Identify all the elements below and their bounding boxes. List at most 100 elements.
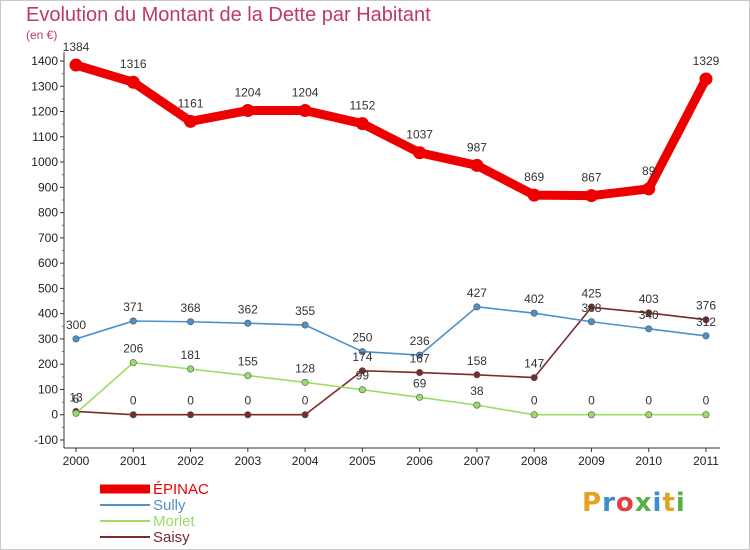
series-line-saisy bbox=[75, 306, 707, 416]
x-tick-label: 2010 bbox=[635, 454, 662, 468]
y-tick-label: 600 bbox=[38, 256, 58, 270]
y-tick-label: 700 bbox=[38, 231, 58, 245]
y-tick-label: 1200 bbox=[31, 105, 58, 119]
data-point bbox=[244, 411, 252, 419]
data-point bbox=[72, 335, 80, 343]
data-labels-layer: 1384 1316 1161 1204 1204 1152 1037 987 869 867 89 1… bbox=[63, 40, 720, 408]
data-label: 312 bbox=[696, 315, 716, 329]
data-point bbox=[530, 309, 538, 317]
data-point bbox=[530, 411, 538, 419]
legend-label: Morlet bbox=[153, 513, 196, 530]
series-line-pinac bbox=[71, 60, 711, 201]
x-tick-label: 2000 bbox=[63, 454, 90, 468]
data-label: 155 bbox=[238, 355, 258, 369]
data-point bbox=[530, 374, 538, 382]
data-point bbox=[473, 401, 481, 409]
data-point bbox=[129, 317, 137, 325]
x-tick-label: 2004 bbox=[292, 454, 319, 468]
data-label: 174 bbox=[352, 350, 372, 364]
data-label: 1204 bbox=[292, 86, 319, 100]
y-tick-label: 1000 bbox=[31, 155, 58, 169]
data-label: 250 bbox=[352, 331, 372, 345]
data-label: 1329 bbox=[693, 54, 720, 68]
data-label: 362 bbox=[238, 302, 258, 316]
data-point bbox=[358, 386, 366, 394]
series-layer bbox=[69, 58, 713, 419]
logo-letter: t bbox=[662, 488, 676, 518]
data-point bbox=[244, 372, 252, 380]
data-label: 167 bbox=[410, 352, 430, 366]
legend-label: ÉPINAC bbox=[153, 481, 209, 498]
data-point bbox=[69, 58, 83, 72]
logo-letter: P bbox=[582, 488, 603, 518]
legend-label: Sully bbox=[153, 497, 186, 514]
y-tick-label: 900 bbox=[38, 180, 58, 194]
x-tick-label: 2008 bbox=[521, 454, 548, 468]
y-tick-label: 1100 bbox=[32, 130, 58, 144]
data-point bbox=[358, 348, 366, 356]
data-point bbox=[416, 351, 424, 359]
data-point bbox=[358, 367, 366, 375]
data-label: 402 bbox=[524, 292, 544, 306]
data-label: 300 bbox=[66, 318, 86, 332]
y-tick-label: 800 bbox=[38, 206, 58, 220]
data-label: 0 bbox=[588, 394, 595, 408]
x-tick-label: 2006 bbox=[406, 454, 433, 468]
data-point bbox=[298, 104, 312, 118]
data-point bbox=[587, 411, 595, 419]
data-label: 1384 bbox=[63, 40, 90, 54]
y-tick-label: 0 bbox=[51, 408, 58, 422]
y-tick-label: 100 bbox=[38, 382, 58, 396]
x-tick-label: 2005 bbox=[349, 454, 376, 468]
data-point bbox=[129, 359, 137, 367]
data-point bbox=[126, 75, 140, 89]
axes: -100010020030040050060070080090010001100… bbox=[31, 52, 720, 468]
data-point bbox=[301, 411, 309, 419]
data-label: 0 bbox=[703, 394, 710, 408]
logo-letter: i bbox=[652, 488, 663, 518]
data-point bbox=[587, 318, 595, 326]
data-label: 867 bbox=[581, 171, 601, 185]
x-tick-label: 2007 bbox=[464, 454, 491, 468]
data-label: 0 bbox=[187, 394, 194, 408]
y-tick-label: 500 bbox=[38, 281, 58, 295]
y-tick-label: 200 bbox=[38, 357, 58, 371]
series-line-sully bbox=[75, 306, 707, 356]
data-point bbox=[587, 303, 595, 311]
data-point bbox=[473, 303, 481, 311]
data-point bbox=[355, 117, 369, 131]
data-label: 340 bbox=[639, 308, 659, 322]
data-point bbox=[527, 188, 541, 202]
data-label: 0 bbox=[302, 394, 309, 408]
data-label: 13 bbox=[69, 390, 83, 404]
data-point bbox=[413, 146, 427, 160]
logo-letter: o bbox=[615, 488, 635, 518]
series-line-morlet bbox=[75, 361, 707, 416]
data-point bbox=[645, 309, 653, 317]
x-tick-label: 2009 bbox=[578, 454, 605, 468]
data-point bbox=[645, 325, 653, 333]
data-label: 376 bbox=[696, 299, 716, 313]
data-label: 69 bbox=[413, 376, 427, 390]
legend-label: Saisy bbox=[153, 529, 190, 546]
data-point bbox=[187, 365, 195, 373]
data-label: 371 bbox=[123, 300, 143, 314]
data-point bbox=[187, 318, 195, 326]
data-label: 38 bbox=[470, 384, 484, 398]
data-point bbox=[645, 411, 653, 419]
data-point bbox=[184, 114, 198, 128]
x-tick-label: 2003 bbox=[234, 454, 261, 468]
data-point bbox=[301, 378, 309, 386]
data-point bbox=[702, 316, 710, 324]
data-point bbox=[470, 158, 484, 172]
data-label: 206 bbox=[123, 342, 143, 356]
data-label: 1152 bbox=[349, 99, 375, 113]
data-label: 6 bbox=[73, 392, 80, 406]
logo-letter: r bbox=[602, 488, 616, 518]
data-label: 869 bbox=[524, 170, 544, 184]
chart-unit-label: (en €) bbox=[26, 28, 58, 42]
y-tick-label: 1300 bbox=[31, 79, 58, 93]
data-point bbox=[241, 104, 255, 118]
